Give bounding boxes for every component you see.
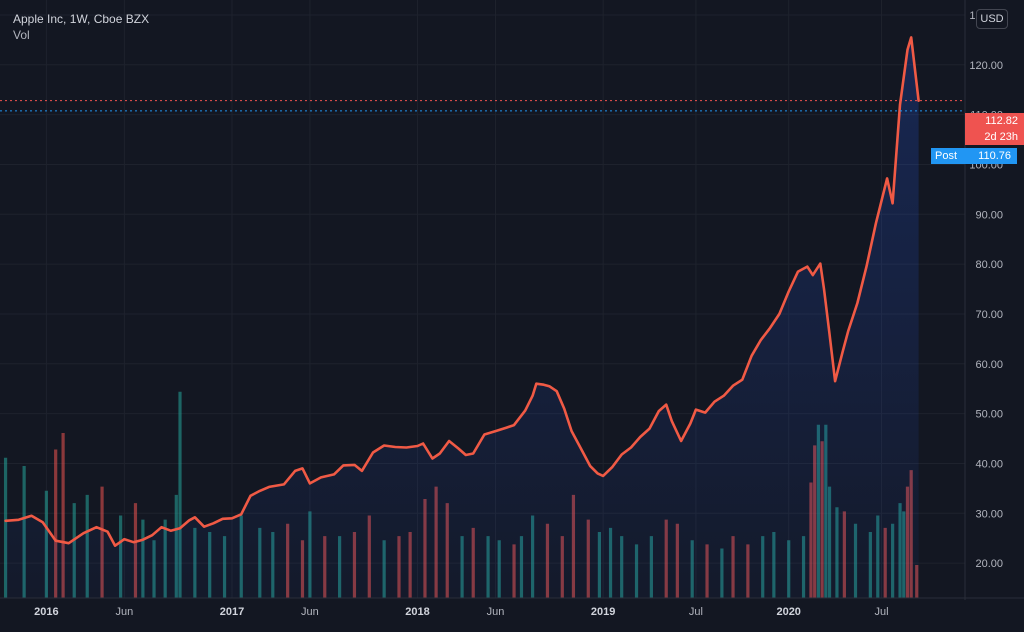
volume-bar — [61, 433, 65, 598]
volume-label[interactable]: Vol — [13, 28, 30, 42]
price-tick-label: 50.00 — [975, 409, 1003, 421]
price-tick-label: 120.00 — [969, 60, 1003, 72]
post-market-value: 110.76 — [978, 150, 1011, 162]
price-tick-label: 40.00 — [975, 458, 1003, 470]
price-tick-label: 30.00 — [975, 508, 1003, 520]
price-line — [4, 36, 920, 547]
time-tick-label: 2018 — [405, 606, 429, 618]
price-tick-label: 80.00 — [975, 259, 1003, 271]
price-tick-label: 90.00 — [975, 209, 1003, 221]
price-tick-label: 60.00 — [975, 359, 1003, 371]
time-tick-label: 2020 — [776, 606, 800, 618]
time-axis[interactable]: 2016 Jun 2017 Jun 2018 Jun 2019 Jul 2020 Jul — [34, 606, 888, 618]
chart-legend: Apple Inc, 1W, Cboe BZX Vol — [13, 11, 149, 43]
price-tick-label: 20.00 — [975, 558, 1003, 570]
volume-bar — [3, 457, 8, 598]
time-tick-label: 2017 — [220, 606, 244, 618]
time-tick-label: Jun — [115, 606, 133, 618]
time-tick-label: 2019 — [591, 606, 615, 618]
time-tick-label: Jul — [874, 606, 888, 618]
post-market-tag: Post 110.76 — [931, 148, 1017, 164]
last-price-tag: 112.82 — [965, 113, 1024, 129]
time-tick-label: 2016 — [34, 606, 58, 618]
volume-bar — [178, 391, 182, 598]
volume-bar — [54, 449, 58, 598]
price-axis[interactable]: 130.00120.00110.00100.0090.0080.0070.006… — [969, 10, 1003, 570]
time-tick-label: Jul — [689, 606, 703, 618]
time-tick-label: Jun — [487, 606, 505, 618]
time-tick-label: Jun — [301, 606, 319, 618]
post-market-label: Post — [935, 150, 958, 162]
currency-button[interactable]: USD — [976, 9, 1008, 29]
countdown-tag: 2d 23h — [965, 129, 1024, 145]
price-area-fill — [5, 37, 919, 598]
price-tick-label: 70.00 — [975, 309, 1003, 321]
symbol-title[interactable]: Apple Inc, 1W, Cboe BZX — [13, 12, 150, 26]
